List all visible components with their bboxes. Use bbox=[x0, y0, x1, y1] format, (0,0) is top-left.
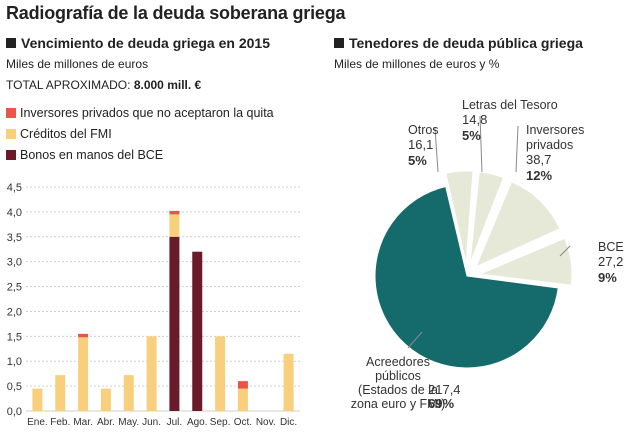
total-value: 8.000 mill. € bbox=[133, 78, 202, 92]
bar-segment bbox=[237, 388, 248, 411]
total-label: TOTAL APROXIMADO: bbox=[6, 78, 131, 92]
pie-slice-name: privados bbox=[526, 138, 573, 152]
pie-slice-value: 16,1 bbox=[408, 137, 433, 152]
bar-segment bbox=[32, 388, 43, 411]
pie-slice-value: 27,2 bbox=[598, 254, 623, 269]
pie-slice bbox=[445, 170, 474, 264]
section-square-icon bbox=[334, 38, 344, 48]
y-tick-label: 2,0 bbox=[7, 306, 22, 318]
pie-slice-percent: 5% bbox=[462, 128, 481, 143]
pie-slice-name: (Estados de la bbox=[358, 383, 438, 397]
pie-slice bbox=[475, 181, 561, 268]
section-square-icon bbox=[6, 38, 16, 48]
pie-slice-value: 217,4 bbox=[428, 382, 461, 397]
x-tick-label: Sep. bbox=[210, 417, 231, 428]
x-tick-label: Nov. bbox=[256, 417, 276, 428]
legend-item-imf: Créditos del FMI bbox=[6, 127, 112, 141]
y-tick-label: 3,5 bbox=[7, 232, 22, 244]
pie-slice-name: zona euro y FMI) bbox=[351, 397, 445, 411]
pie-slice-name: Otros bbox=[408, 123, 439, 137]
left-section-title-text: Vencimiento de deuda griega en 2015 bbox=[21, 35, 270, 51]
x-tick-label: Abr. bbox=[97, 417, 115, 428]
pie-leader-line bbox=[479, 115, 483, 173]
legend-item-private: Inversores privados que no aceptaron la … bbox=[6, 106, 274, 120]
bar-segment bbox=[169, 236, 180, 411]
legend-label-ecb: Bonos en manos del BCE bbox=[20, 148, 164, 162]
right-section-title-text: Tenedores de deuda pública griega bbox=[349, 35, 583, 51]
main-title: Radiografía de la deuda soberana griega bbox=[6, 3, 346, 23]
legend-swatch-private bbox=[6, 108, 16, 118]
left-section-title: Vencimiento de deuda griega en 2015 bbox=[6, 35, 270, 51]
y-tick-label: 0,5 bbox=[7, 381, 22, 393]
legend-label-private: Inversores privados que no aceptaron la … bbox=[20, 106, 274, 120]
total-line: TOTAL APROXIMADO: 8.000 mill. € bbox=[6, 78, 201, 92]
pie-slice-percent: 69% bbox=[428, 396, 454, 411]
bar-segment bbox=[237, 381, 248, 389]
pie-slice-name: Letras del Tesoro bbox=[462, 98, 558, 112]
legend-swatch-ecb bbox=[6, 150, 16, 160]
pie-slice-value: 14,8 bbox=[462, 112, 487, 127]
bar-segment bbox=[192, 251, 203, 411]
pie-slice bbox=[477, 237, 573, 286]
left-section-units: Miles de millones de euros bbox=[6, 57, 149, 71]
pie-slice-value: 38,7 bbox=[526, 152, 551, 167]
right-section-units: Miles de millones de euros y % bbox=[334, 57, 500, 71]
y-tick-label: 0,0 bbox=[7, 406, 22, 418]
x-tick-label: Feb. bbox=[50, 417, 70, 428]
pie-slice bbox=[469, 171, 505, 264]
legend-swatch-imf bbox=[6, 129, 16, 139]
pie-slice-percent: 5% bbox=[408, 153, 427, 168]
x-tick-label: Jul. bbox=[167, 417, 183, 428]
x-tick-label: Oct. bbox=[234, 417, 252, 428]
pie-leader-line bbox=[559, 245, 571, 257]
right-section-title: Tenedores de deuda pública griega bbox=[334, 35, 583, 51]
bar-segment bbox=[100, 388, 111, 411]
y-tick-label: 1,5 bbox=[7, 331, 22, 343]
bar-segment bbox=[146, 336, 157, 411]
legend-label-imf: Créditos del FMI bbox=[20, 127, 112, 141]
pie-slice-name: públicos bbox=[375, 369, 421, 383]
bar-segment bbox=[123, 375, 134, 411]
y-tick-label: 4,5 bbox=[7, 182, 22, 194]
y-tick-label: 1,0 bbox=[7, 356, 22, 368]
bar-segment bbox=[78, 337, 89, 411]
x-tick-label: Ago. bbox=[187, 417, 208, 428]
x-tick-label: May. bbox=[118, 417, 139, 428]
x-tick-label: Dic. bbox=[280, 417, 297, 428]
pie-slice bbox=[374, 185, 559, 369]
y-tick-label: 3,0 bbox=[7, 257, 22, 269]
y-tick-label: 4,0 bbox=[7, 207, 22, 219]
bar-segment bbox=[169, 210, 180, 215]
bar-segment bbox=[78, 333, 89, 338]
bar-segment bbox=[215, 336, 226, 411]
bar-segment bbox=[55, 375, 66, 411]
pie-slice-name: BCE bbox=[598, 240, 624, 254]
x-tick-label: Ene. bbox=[27, 417, 48, 428]
pie-leader-line bbox=[434, 127, 439, 173]
pie-slice-name: Inversores bbox=[526, 123, 584, 137]
x-tick-label: Mar. bbox=[73, 417, 92, 428]
pie-slice-percent: 9% bbox=[598, 270, 617, 285]
pie-slice-name: Acreedores bbox=[366, 355, 430, 369]
legend-item-ecb: Bonos en manos del BCE bbox=[6, 148, 163, 162]
y-tick-label: 2,5 bbox=[7, 282, 22, 294]
pie-leader-line bbox=[515, 125, 519, 173]
x-tick-label: Jun. bbox=[142, 417, 161, 428]
bar-segment bbox=[169, 214, 180, 237]
bar-segment bbox=[283, 353, 294, 411]
pie-slice-percent: 12% bbox=[526, 168, 552, 183]
pie-leader-line bbox=[407, 331, 423, 349]
